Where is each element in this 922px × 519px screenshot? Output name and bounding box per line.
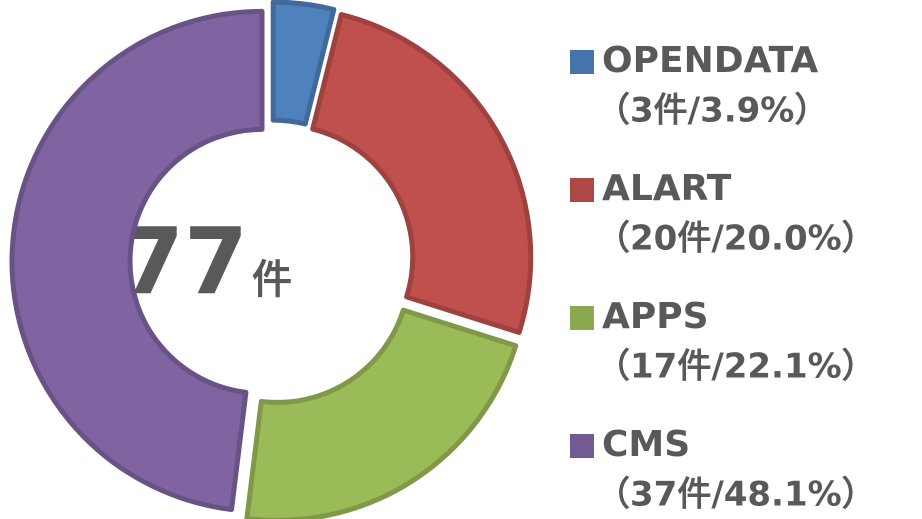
donut-slice: [270, 0, 337, 127]
legend-sublabel: （3件/3.9%）: [596, 91, 828, 131]
legend-swatch: [570, 50, 594, 74]
legend-swatch: [570, 178, 594, 202]
center-label: 77: [120, 208, 248, 315]
legend-name: ALART: [602, 168, 732, 209]
legend-swatch: [570, 434, 594, 458]
legend-sublabel: （37件/48.1%）: [596, 475, 876, 515]
legend-name: OPENDATA: [602, 40, 818, 81]
legend-sublabel: （17件/22.1%）: [596, 347, 876, 387]
legend-name: APPS: [602, 296, 709, 337]
legend-sublabel: （20件/20.0%）: [596, 219, 876, 259]
legend-swatch: [570, 306, 594, 330]
center-unit: 件: [252, 257, 292, 303]
donut-slice: [9, 8, 265, 513]
donut-slice: [310, 12, 534, 335]
legend-name: CMS: [602, 424, 690, 465]
donut-slice: [244, 307, 519, 519]
